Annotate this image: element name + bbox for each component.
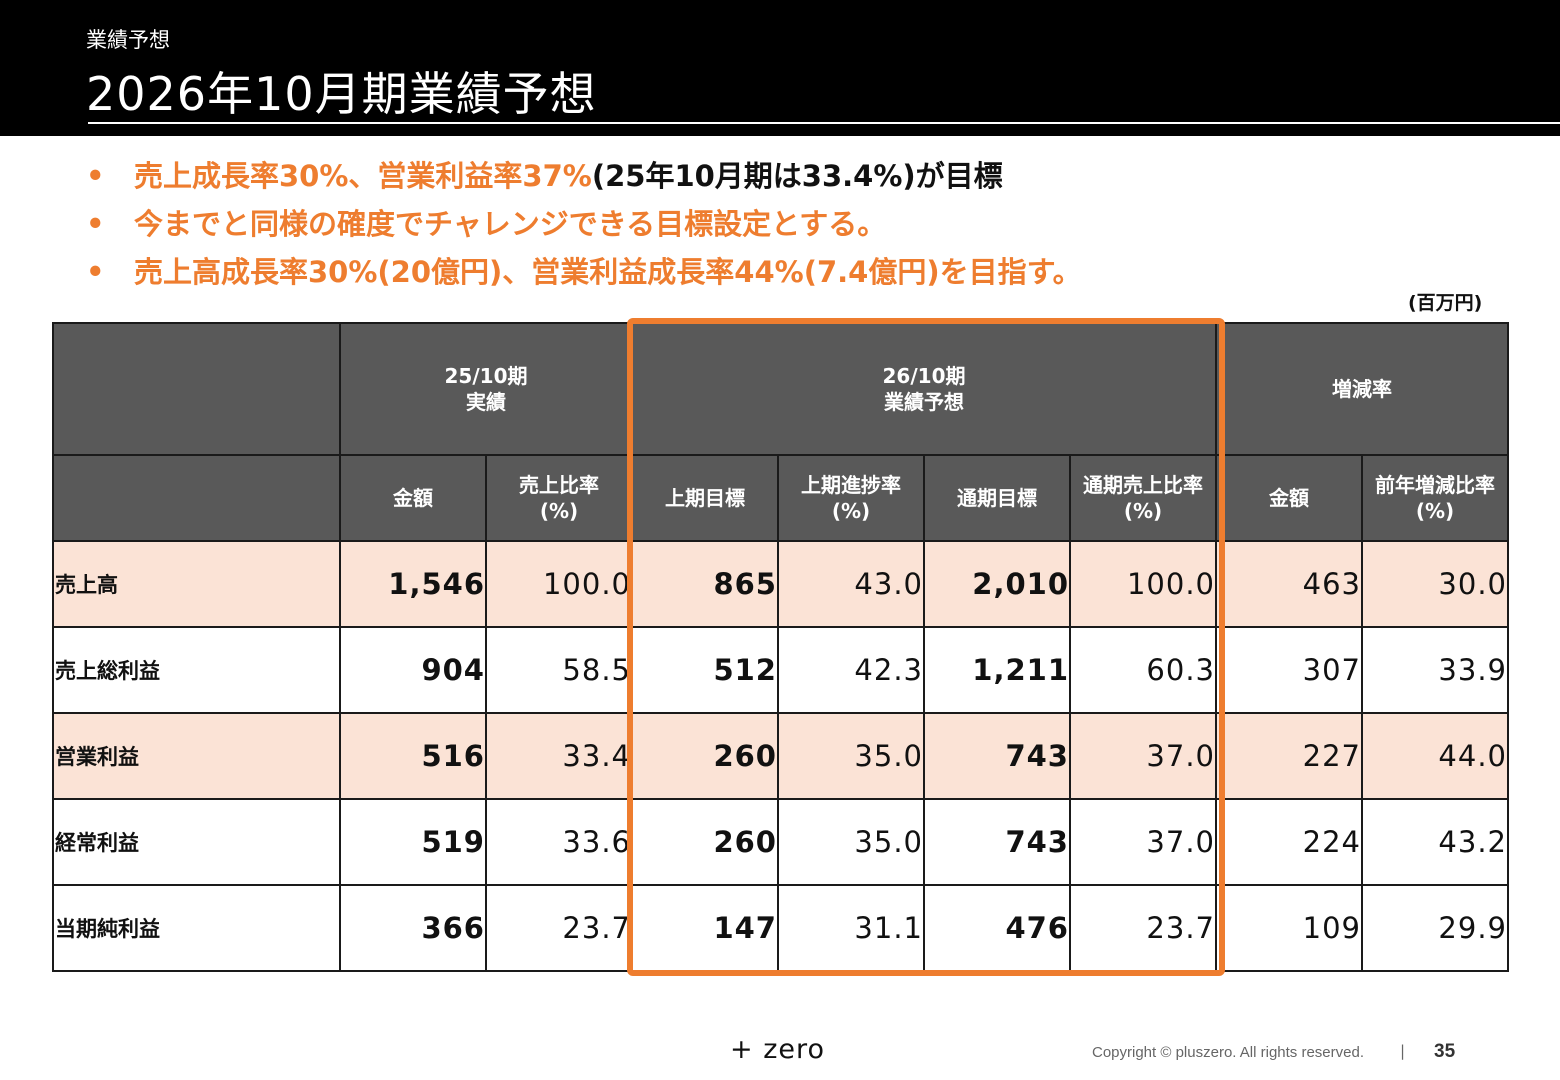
table-cell: 44.0 (1361, 712, 1509, 800)
table-row: 当期純利益 366 23.7 147 31.1 476 23.7 109 29.… (52, 884, 1509, 972)
table-cell: 519 (339, 798, 487, 886)
table-cell: 33.9 (1361, 626, 1509, 714)
table-cell: 904 (339, 626, 487, 714)
table-cell: 147 (631, 884, 779, 972)
page-number: 35 (1434, 1041, 1456, 1062)
table-row: 営業利益 516 33.4 260 35.0 743 37.0 227 44.0 (52, 712, 1509, 800)
column-header: 前年増減比率 (%) (1361, 454, 1509, 542)
table-cell: 109 (1215, 884, 1363, 972)
bullet-text-note: (25年10月期は33.4%)が目標 (591, 159, 1003, 193)
table-cell: 43.2 (1361, 798, 1509, 886)
table-cell: 224 (1215, 798, 1363, 886)
bullet-item: • 今までと同様の確度でチャレンジできる目標設定とする。 (86, 200, 1082, 248)
table-row: 売上総利益 904 58.5 512 42.3 1,211 60.3 307 3… (52, 626, 1509, 714)
pluszero-logo: + zero (730, 1034, 826, 1065)
column-header: 上期目標 (631, 454, 779, 542)
section-label: 業績予想 (86, 28, 170, 52)
slide-header: 業績予想 2026年10月期業績予想 (0, 0, 1560, 136)
table-cell: 366 (339, 884, 487, 972)
table-header-row: 25/10期 実績 26/10期 業績予想 増減率 (52, 322, 1509, 456)
bullet-item: • 売上成長率30%、営業利益率37%(25年10月期は33.4%)が目標 (86, 152, 1082, 200)
slide-title: 2026年10月期業績予想 (86, 67, 597, 121)
bullet-list: • 売上成長率30%、営業利益率37%(25年10月期は33.4%)が目標 • 今ま… (86, 152, 1082, 296)
table-cell: 43.0 (777, 540, 925, 628)
table-cell: 37.0 (1069, 798, 1217, 886)
table-cell: 743 (923, 712, 1071, 800)
table-cell: 100.0 (1069, 540, 1217, 628)
group-header-fy25: 25/10期 実績 (339, 322, 633, 456)
table-cell: 307 (1215, 626, 1363, 714)
table-cell: 227 (1215, 712, 1363, 800)
table-row: 経常利益 519 33.6 260 35.0 743 37.0 224 43.2 (52, 798, 1509, 886)
table-cell: 1,211 (923, 626, 1071, 714)
title-underline (88, 122, 1560, 124)
table-cell: 260 (631, 798, 779, 886)
table-header-row: 金額 売上比率 (%) 上期目標 上期進捗率 (%) 通期目標 通期売上比率 (%) … (52, 454, 1509, 542)
row-label: 当期純利益 (52, 884, 341, 972)
group-header-fy26: 26/10期 業績予想 (631, 322, 1217, 456)
table-cell: 512 (631, 626, 779, 714)
table-cell: 1,546 (339, 540, 487, 628)
table-cell: 23.7 (485, 884, 633, 972)
bullet-text-highlight: 売上高成長率30%(20億円)、営業利益成長率44%(7.4億円)を目指す。 (134, 255, 1082, 289)
table-cell: 29.9 (1361, 884, 1509, 972)
table-cell: 30.0 (1361, 540, 1509, 628)
table-cell: 463 (1215, 540, 1363, 628)
bullet-dot-icon: • (86, 159, 105, 193)
unit-label: (百万円) (1408, 292, 1483, 314)
column-header: 売上比率 (%) (485, 454, 633, 542)
row-label: 売上高 (52, 540, 341, 628)
group-header-change: 増減率 (1215, 322, 1509, 456)
table-cell: 35.0 (777, 712, 925, 800)
table-cell: 516 (339, 712, 487, 800)
row-label: 経常利益 (52, 798, 341, 886)
table-cell: 33.6 (485, 798, 633, 886)
table-cell: 35.0 (777, 798, 925, 886)
table-cell: 42.3 (777, 626, 925, 714)
bullet-dot-icon: • (86, 207, 105, 241)
table-cell: 743 (923, 798, 1071, 886)
table-cell: 100.0 (485, 540, 633, 628)
table-cell: 58.5 (485, 626, 633, 714)
corner-cell (52, 454, 341, 542)
table-cell: 60.3 (1069, 626, 1217, 714)
table-cell: 476 (923, 884, 1071, 972)
table-row: 売上高 1,546 100.0 865 43.0 2,010 100.0 463… (52, 540, 1509, 628)
copyright-text: Copyright © pluszero. All rights reserve… (1092, 1044, 1364, 1061)
row-label: 売上総利益 (52, 626, 341, 714)
table-cell: 23.7 (1069, 884, 1217, 972)
column-header: 通期目標 (923, 454, 1071, 542)
bullet-dot-icon: • (86, 255, 105, 289)
column-header: 金額 (339, 454, 487, 542)
column-header: 上期進捗率 (%) (777, 454, 925, 542)
column-header: 通期売上比率 (%) (1069, 454, 1217, 542)
table-cell: 865 (631, 540, 779, 628)
bullet-item: • 売上高成長率30%(20億円)、営業利益成長率44%(7.4億円)を目指す。 (86, 248, 1082, 296)
table-cell: 33.4 (485, 712, 633, 800)
table-cell: 260 (631, 712, 779, 800)
bullet-text-highlight: 売上成長率30%、営業利益率37% (134, 159, 592, 193)
table-cell: 2,010 (923, 540, 1071, 628)
row-label: 営業利益 (52, 712, 341, 800)
bullet-text-highlight: 今までと同様の確度でチャレンジできる目標設定とする。 (134, 207, 887, 241)
column-header: 金額 (1215, 454, 1363, 542)
corner-cell (52, 322, 341, 456)
table-cell: 31.1 (777, 884, 925, 972)
footer-separator: | (1400, 1042, 1406, 1060)
table-cell: 37.0 (1069, 712, 1217, 800)
forecast-table: 25/10期 実績 26/10期 業績予想 増減率 金額 売上比率 (%) 上期目標 … (52, 322, 1509, 972)
